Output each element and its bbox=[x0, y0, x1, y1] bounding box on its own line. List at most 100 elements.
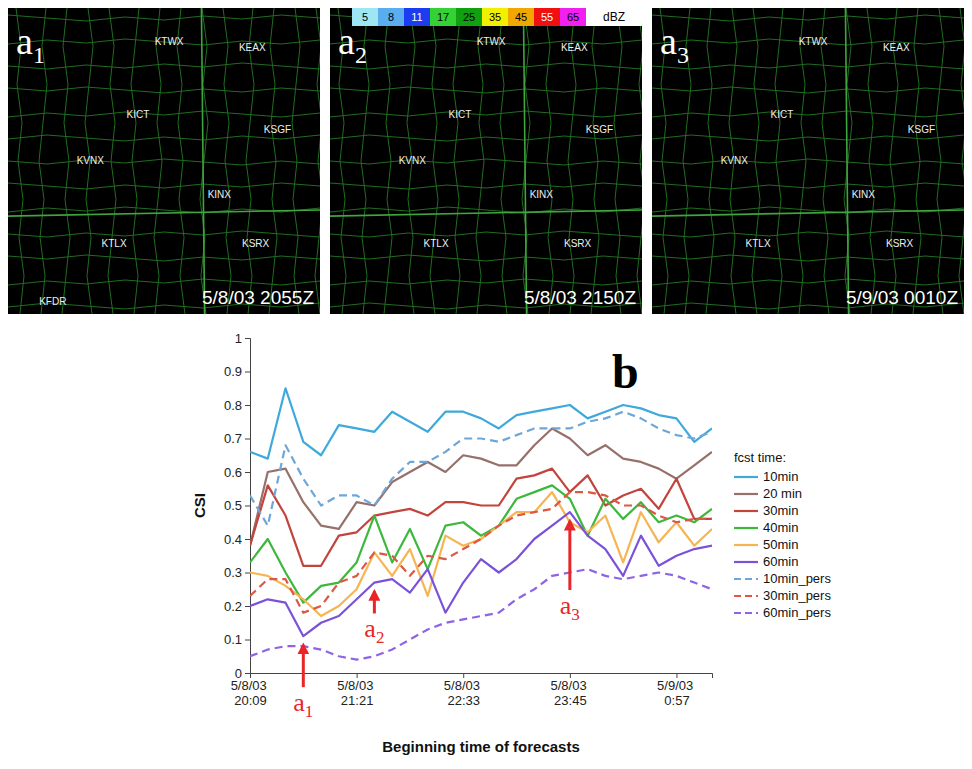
county-line bbox=[315, 8, 320, 314]
station-label: KVNX bbox=[77, 155, 105, 166]
y-tick: 1 bbox=[235, 331, 250, 346]
county-line bbox=[936, 8, 944, 314]
county-line bbox=[652, 111, 964, 117]
station-label: KVNX bbox=[721, 155, 749, 166]
county-line bbox=[867, 8, 875, 314]
county-line bbox=[8, 231, 320, 237]
county-line bbox=[913, 8, 921, 314]
legend-label: 60min bbox=[763, 554, 798, 569]
state-line bbox=[845, 8, 848, 314]
y-tick: 0.3 bbox=[224, 565, 250, 580]
county-line bbox=[890, 8, 898, 314]
series-line bbox=[250, 428, 712, 545]
county-line bbox=[652, 135, 964, 141]
colorbar-cell bbox=[508, 8, 534, 26]
colorbar-cell bbox=[404, 8, 430, 26]
y-tick-mark bbox=[245, 573, 250, 574]
annotation-label-subscript: 1 bbox=[305, 702, 314, 721]
state-line bbox=[201, 8, 204, 314]
county-line bbox=[637, 8, 642, 314]
y-tick-mark bbox=[245, 506, 250, 507]
colorbar-tick-label: 5 bbox=[362, 11, 368, 23]
legend-label: 50min bbox=[763, 537, 798, 552]
legend-label: 10min_pers bbox=[763, 571, 831, 586]
x-tick-label-line: 5/8/03 bbox=[231, 678, 271, 693]
county-line bbox=[131, 8, 139, 314]
x-axis-title: Beginning time of forecasts bbox=[382, 738, 580, 755]
panel-time: 5/8/03 2055Z bbox=[202, 287, 314, 308]
county-line bbox=[652, 231, 964, 237]
y-tick-label: 0.9 bbox=[224, 364, 242, 379]
county-line bbox=[476, 8, 484, 314]
colorbar-cell bbox=[456, 8, 482, 26]
y-tick-mark bbox=[245, 439, 250, 440]
county-line bbox=[200, 8, 208, 314]
county-line bbox=[8, 159, 320, 165]
legend-label: 30min_pers bbox=[763, 588, 831, 603]
station-label: KICT bbox=[127, 109, 150, 120]
county-line bbox=[246, 8, 254, 314]
annotation-arrow bbox=[373, 591, 376, 613]
station-label: KSRX bbox=[886, 238, 914, 249]
legend-label: 20 min bbox=[763, 486, 802, 501]
county-line bbox=[522, 8, 530, 314]
county-line bbox=[775, 8, 783, 314]
annotation-label-main: a bbox=[364, 614, 376, 643]
panel-background bbox=[8, 8, 320, 314]
panel-letter-subscript: 1 bbox=[33, 42, 45, 68]
colorbar-tick-label: 17 bbox=[437, 11, 449, 23]
x-tick-label: 5/8/03 22:33 bbox=[444, 678, 484, 708]
x-tick-label: 5/9/03 0:57 bbox=[657, 678, 697, 708]
colorbar-cell bbox=[352, 8, 378, 26]
y-tick-mark bbox=[245, 372, 250, 373]
y-axis: 00.10.20.30.40.50.60.70.80.91 bbox=[224, 331, 251, 681]
county-line bbox=[292, 8, 300, 314]
y-tick-mark bbox=[245, 539, 250, 540]
county-line bbox=[330, 183, 642, 189]
annotation-label-subscript: 2 bbox=[376, 628, 385, 647]
county-line bbox=[8, 183, 320, 189]
legend-label: 10min bbox=[763, 469, 798, 484]
colorbar-cell bbox=[430, 8, 456, 26]
station-label: KTLX bbox=[424, 238, 449, 249]
radar-panel: KTWXKEAXKICTKSGFKVNXKINXKTLXKSRX58111725… bbox=[330, 8, 645, 314]
station-label: KINX bbox=[208, 189, 232, 200]
y-tick-label: 1 bbox=[235, 331, 242, 346]
x-tick-label-line: 5/8/03 bbox=[444, 678, 484, 693]
county-line bbox=[8, 111, 320, 117]
station-label: KSRX bbox=[242, 238, 270, 249]
county-lines bbox=[330, 8, 642, 314]
x-tick-label-line: 0:57 bbox=[664, 693, 689, 708]
station-label: KFDR bbox=[39, 296, 66, 307]
county-line bbox=[384, 8, 392, 314]
panel-letter: a3 bbox=[660, 20, 689, 68]
y-tick-label: 0.6 bbox=[224, 465, 242, 480]
legend-title: fcst time: bbox=[734, 450, 786, 465]
county-line bbox=[154, 8, 162, 314]
y-tick: 0.5 bbox=[224, 498, 250, 513]
y-tick: 0.9 bbox=[224, 364, 250, 379]
annotation-arrow bbox=[568, 521, 571, 590]
x-tick-label-line: 21:21 bbox=[341, 693, 374, 708]
y-tick: 0.7 bbox=[224, 431, 250, 446]
state-line bbox=[8, 210, 320, 216]
figure: KTWXKEAXKICTKSGFKVNXKINXKTLXKSRXKFDRa15/… bbox=[0, 0, 972, 769]
y-tick: 0.4 bbox=[224, 532, 250, 547]
x-tick-label-line: 5/8/03 bbox=[550, 678, 590, 693]
lines bbox=[250, 388, 712, 659]
station-label: KTWX bbox=[477, 36, 506, 47]
panel-background bbox=[330, 8, 642, 314]
panel-letter-subscript: 2 bbox=[355, 42, 367, 68]
x-tick: 5/8/03 22:33 bbox=[444, 673, 484, 708]
legend-swatch bbox=[734, 544, 758, 546]
panel-letter-subscript: 3 bbox=[677, 42, 689, 68]
y-tick-label: 0.2 bbox=[224, 599, 242, 614]
x-tick-label-line: 20:09 bbox=[234, 693, 267, 708]
axis-line bbox=[245, 339, 251, 674]
legend-label: 30min bbox=[763, 503, 798, 518]
annotation-label-main: a bbox=[560, 591, 572, 620]
station-label: KICT bbox=[449, 109, 472, 120]
county-line bbox=[330, 87, 642, 93]
series-line bbox=[250, 492, 712, 613]
radar-panel: KTWXKEAXKICTKSGFKVNXKINXKTLXKSRXKFDRa15/… bbox=[8, 8, 323, 314]
